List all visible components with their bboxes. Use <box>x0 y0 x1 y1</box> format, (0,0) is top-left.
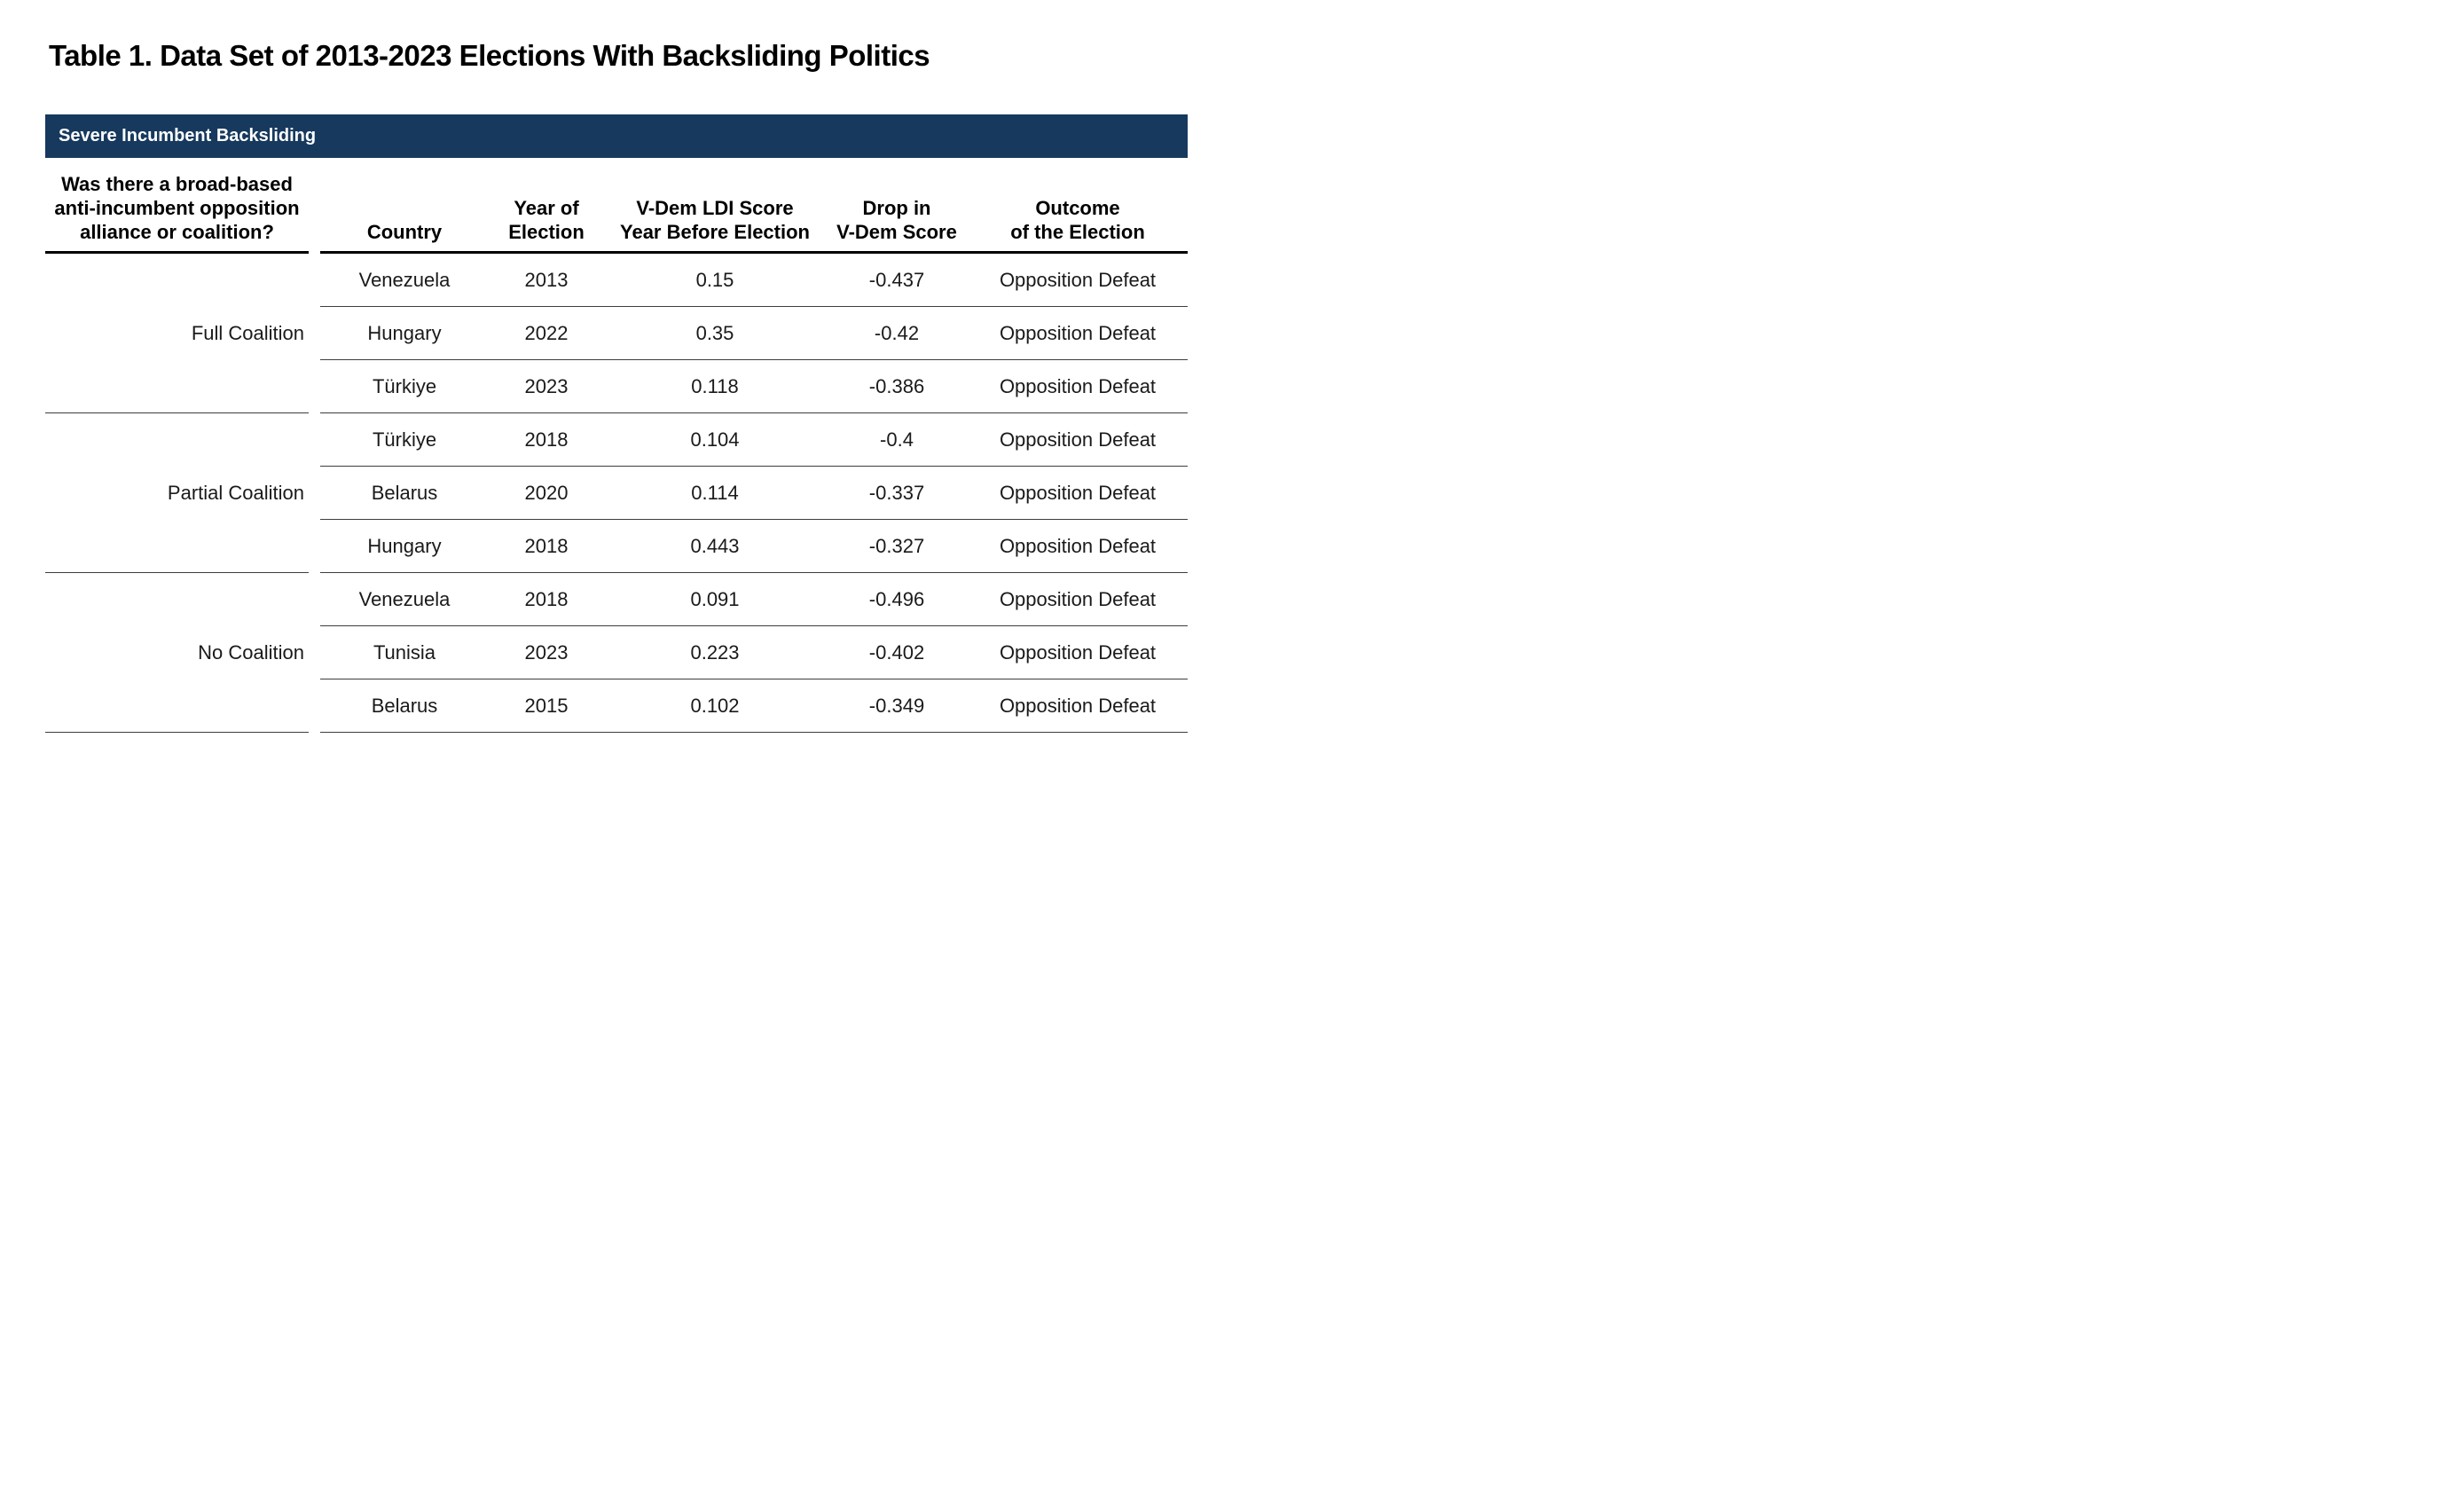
coalition-group-label: Partial Coalition <box>167 481 304 504</box>
cell-year: 2015 <box>524 694 569 717</box>
coalition-group-full: Full Coalition <box>45 254 309 413</box>
cell-year: 2023 <box>524 640 569 664</box>
table-header-row: Country Year of Election V-Dem LDI Score… <box>320 158 1188 254</box>
cell-outcome: Opposition Defeat <box>999 321 1157 344</box>
coalition-header-line: alliance or coalition? <box>80 221 274 243</box>
cell-drop: -0.4 <box>880 428 914 451</box>
cell-drop: -0.349 <box>868 694 925 717</box>
cell-year: 2018 <box>524 534 569 557</box>
cell-ldi-score: 0.223 <box>690 640 740 664</box>
cell-drop: -0.437 <box>868 268 925 291</box>
cell-ldi-score: 0.35 <box>695 321 734 344</box>
section-header-band: Severe Incumbent Backsliding <box>45 114 1188 158</box>
cell-outcome: Opposition Defeat <box>999 694 1157 717</box>
table-row: Tunisia 2023 0.223 -0.402 Opposition Def… <box>320 626 1188 679</box>
coalition-header-line: anti-incumbent opposition <box>54 197 300 219</box>
table-row: Hungary 2022 0.35 -0.42 Opposition Defea… <box>320 307 1188 360</box>
cell-country: Tunisia <box>373 640 436 664</box>
column-header-country: Country <box>366 221 443 243</box>
coalition-group-label: Full Coalition <box>191 321 304 344</box>
cell-ldi-score: 0.118 <box>691 374 739 397</box>
coalition-group-label: No Coalition <box>198 640 304 664</box>
table-row: Venezuela 2013 0.15 -0.437 Opposition De… <box>320 254 1188 307</box>
table-row: Venezuela 2018 0.091 -0.496 Opposition D… <box>320 573 1188 626</box>
table-row: Türkiye 2023 0.118 -0.386 Opposition Def… <box>320 360 1188 413</box>
column-header-ldi-score: V-Dem LDI Score Year Before Election <box>620 197 810 243</box>
cell-drop: -0.386 <box>868 374 925 397</box>
cell-ldi-score: 0.114 <box>691 481 739 504</box>
cell-outcome: Opposition Defeat <box>999 640 1157 664</box>
table-title: Table 1. Data Set of 2013-2023 Elections… <box>49 39 930 72</box>
coalition-header-line: Was there a broad-based <box>61 173 293 195</box>
cell-year: 2020 <box>524 481 569 504</box>
cell-country: Belarus <box>371 481 438 504</box>
coalition-group-partial: Partial Coalition <box>45 413 309 573</box>
document-page: Table 1. Data Set of 2013-2023 Elections… <box>0 0 1232 754</box>
table-row: Hungary 2018 0.443 -0.327 Opposition Def… <box>320 520 1188 573</box>
cell-country: Venezuela <box>358 268 451 291</box>
table-row: Belarus 2020 0.114 -0.337 Opposition Def… <box>320 467 1188 520</box>
cell-country: Türkiye <box>372 428 437 451</box>
column-header-year: Year of Election <box>508 197 585 243</box>
cell-ldi-score: 0.102 <box>690 694 740 717</box>
table-row: Belarus 2015 0.102 -0.349 Opposition Def… <box>320 679 1188 733</box>
cell-drop: -0.402 <box>868 640 925 664</box>
cell-country: Hungary <box>367 534 442 557</box>
coalition-group-none: No Coalition <box>45 573 309 733</box>
cell-outcome: Opposition Defeat <box>999 374 1157 397</box>
data-columns: Country Year of Election V-Dem LDI Score… <box>320 158 1188 733</box>
cell-outcome: Opposition Defeat <box>999 428 1157 451</box>
cell-outcome: Opposition Defeat <box>999 481 1157 504</box>
cell-outcome: Opposition Defeat <box>999 587 1157 610</box>
cell-country: Belarus <box>371 694 438 717</box>
cell-year: 2018 <box>524 428 569 451</box>
column-header-outcome: Outcome of the Election <box>1010 197 1145 243</box>
cell-country: Türkiye <box>372 374 437 397</box>
section-header-label: Severe Incumbent Backsliding <box>59 126 317 145</box>
cell-year: 2013 <box>524 268 569 291</box>
cell-year: 2022 <box>524 321 569 344</box>
cell-ldi-score: 0.104 <box>690 428 740 451</box>
table-row: Türkiye 2018 0.104 -0.4 Opposition Defea… <box>320 413 1188 467</box>
cell-ldi-score: 0.443 <box>690 534 740 557</box>
coalition-column-header: Was there a broad-based anti-incumbent o… <box>45 158 309 254</box>
cell-drop: -0.327 <box>868 534 925 557</box>
cell-ldi-score: 0.15 <box>695 268 734 291</box>
cell-year: 2018 <box>524 587 569 610</box>
column-header-drop: Drop in V-Dem Score <box>836 197 957 243</box>
cell-year: 2023 <box>524 374 569 397</box>
cell-ldi-score: 0.091 <box>690 587 740 610</box>
cell-drop: -0.496 <box>868 587 925 610</box>
cell-drop: -0.42 <box>874 321 920 344</box>
cell-country: Hungary <box>367 321 442 344</box>
cell-drop: -0.337 <box>868 481 925 504</box>
cell-country: Venezuela <box>358 587 451 610</box>
cell-outcome: Opposition Defeat <box>999 534 1157 557</box>
coalition-column: Was there a broad-based anti-incumbent o… <box>45 158 309 733</box>
cell-outcome: Opposition Defeat <box>999 268 1157 291</box>
